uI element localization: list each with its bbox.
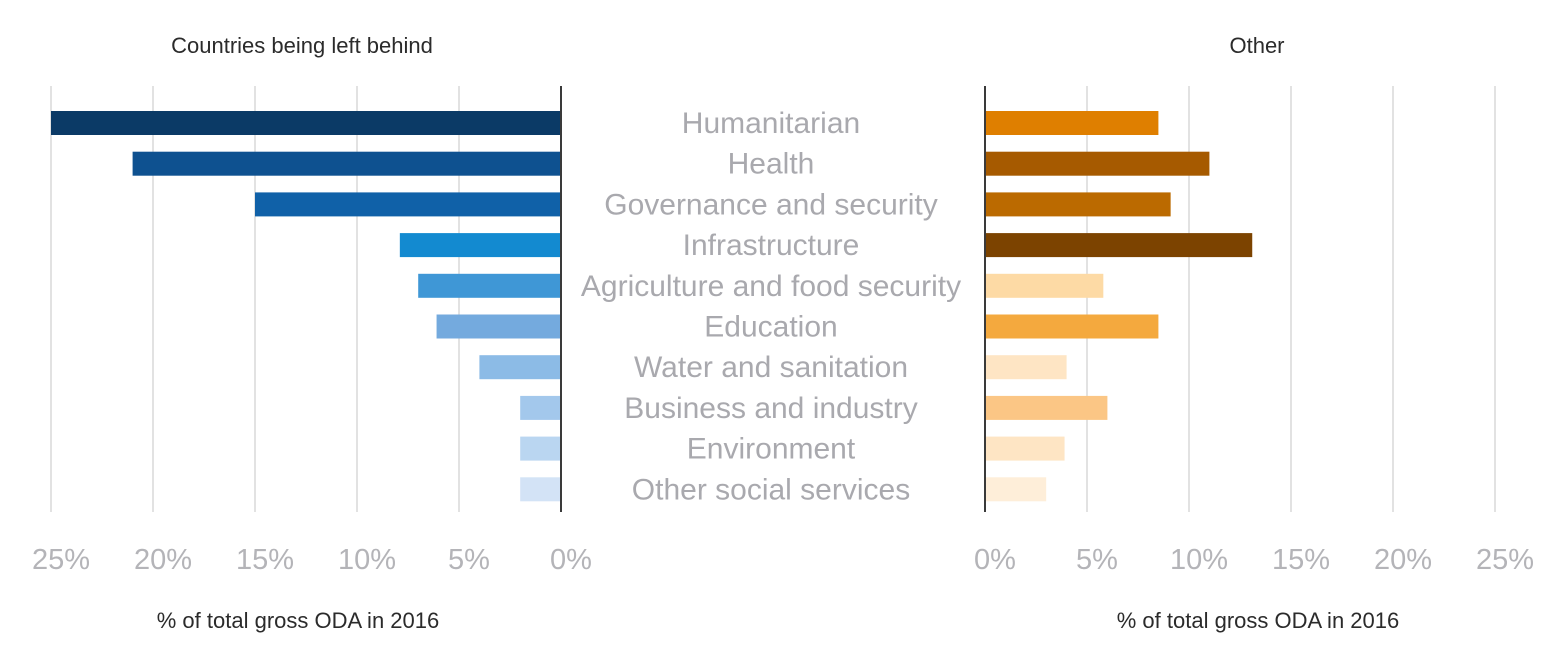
bar-left-1 — [132, 151, 561, 176]
bar-right-2 — [985, 192, 1171, 217]
category-label: Agriculture and food security — [581, 270, 961, 303]
bar-right-1 — [985, 151, 1210, 176]
bar-right-8 — [985, 436, 1065, 461]
left-tick-label: 10% — [338, 544, 396, 576]
tick-labels: 0% 0% 5% 5% 10% 10% 15% 15% 20% 20% 25% 25% — [32, 544, 1534, 576]
bar-left-8 — [520, 436, 561, 461]
bar-right-7 — [985, 395, 1108, 420]
bar-right-0 — [985, 111, 1159, 135]
category-label: Water and sanitation — [634, 351, 908, 384]
right-tick-label: 25% — [1476, 544, 1534, 576]
bar-left-6 — [479, 355, 561, 380]
category-label: Health — [728, 148, 815, 181]
category-label: Environment — [687, 433, 856, 466]
category-labels: Humanitarian Health Governance and securit… — [581, 107, 961, 506]
bars — [51, 111, 1253, 502]
bar-right-5 — [985, 314, 1159, 339]
zero-axes — [560, 86, 986, 512]
bar-left-4 — [418, 273, 561, 298]
left-tick-label: 0% — [550, 544, 592, 576]
right-x-axis-label: % of total gross ODA in 2016 — [1117, 608, 1400, 633]
category-label: Infrastructure — [683, 229, 860, 262]
bar-left-5 — [436, 314, 561, 339]
right-tick-label: 10% — [1170, 544, 1228, 576]
left-tick-label: 25% — [32, 544, 90, 576]
category-label: Education — [704, 311, 837, 344]
category-label: Other social services — [632, 473, 910, 506]
right-tick-label: 15% — [1272, 544, 1330, 576]
right-panel-title: Other — [1229, 33, 1284, 58]
right-tick-label: 0% — [974, 544, 1016, 576]
bar-left-2 — [255, 192, 561, 217]
bar-right-3 — [985, 233, 1253, 258]
right-tick-label: 5% — [1076, 544, 1118, 576]
category-label: Business and industry — [624, 392, 918, 425]
left-tick-label: 15% — [236, 544, 294, 576]
bar-right-9 — [985, 477, 1047, 502]
right-tick-label: 20% — [1374, 544, 1432, 576]
left-panel-title: Countries being left behind — [171, 33, 433, 58]
left-x-axis-label: % of total gross ODA in 2016 — [157, 608, 440, 633]
bar-right-4 — [985, 273, 1104, 298]
bar-left-0 — [51, 111, 561, 135]
left-tick-label: 20% — [134, 544, 192, 576]
category-label: Governance and security — [604, 188, 938, 221]
bar-left-7 — [520, 395, 561, 420]
bar-left-9 — [520, 477, 561, 502]
bar-right-6 — [985, 355, 1067, 380]
bar-left-3 — [399, 233, 561, 258]
left-tick-label: 5% — [448, 544, 490, 576]
category-label: Humanitarian — [682, 107, 860, 140]
